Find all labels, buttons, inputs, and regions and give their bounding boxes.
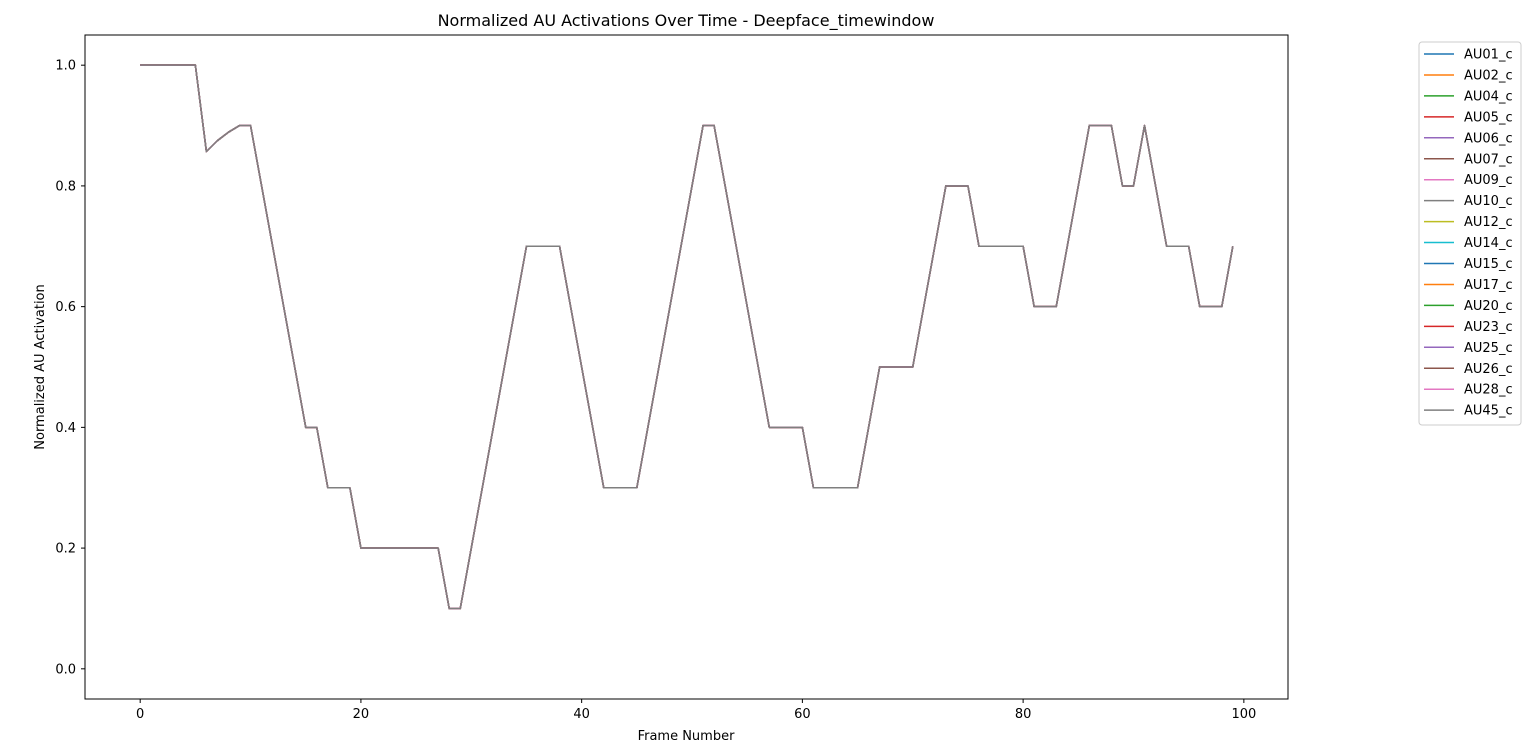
x-tick-label: 20 xyxy=(353,707,370,722)
y-axis-ticks: 0.0 0.2 0.4 0.6 0.8 1.0 xyxy=(55,59,85,677)
chart-title: Normalized AU Activations Over Time - De… xyxy=(438,11,935,31)
y-tick-label: 0.6 xyxy=(55,300,76,315)
series-line-au15-c xyxy=(140,64,1234,610)
y-tick-label: 0.8 xyxy=(55,179,76,194)
legend-label: AU20_c xyxy=(1464,299,1513,314)
y-tick-label: 1.0 xyxy=(55,59,76,74)
series-layer xyxy=(140,64,1234,610)
legend-label: AU01_c xyxy=(1464,48,1513,63)
series-line-au05-c xyxy=(140,64,1234,610)
y-axis-label: Normalized AU Activation xyxy=(33,284,48,449)
series-line-au20-c xyxy=(140,64,1234,610)
series-line-au17-c xyxy=(140,64,1234,610)
x-tick-label: 80 xyxy=(1015,707,1032,722)
x-axis-label: Frame Number xyxy=(638,729,736,744)
x-tick-label: 100 xyxy=(1231,707,1256,722)
x-tick-label: 0 xyxy=(136,707,144,722)
legend-label: AU04_c xyxy=(1464,89,1513,104)
series-line-au01-c xyxy=(140,64,1234,610)
x-axis-ticks: 0 20 40 60 80 100 xyxy=(136,699,1256,722)
series-line-au14-c xyxy=(140,64,1234,610)
legend-items: AU01_c AU02_c AU04_c AU05_c AU06_c AU07_c AU09… xyxy=(1424,48,1513,419)
legend: AU01_c AU02_c AU04_c AU05_c AU06_c AU07_c AU09… xyxy=(1418,41,1522,426)
series-line-au12-c xyxy=(140,64,1234,610)
plot-area-frame xyxy=(84,34,1289,700)
y-tick-label: 0.0 xyxy=(55,662,76,677)
legend-label: AU07_c xyxy=(1464,152,1513,167)
legend-label: AU14_c xyxy=(1464,236,1513,251)
legend-label: AU09_c xyxy=(1464,173,1513,188)
x-tick-label: 40 xyxy=(573,707,590,722)
legend-label: AU06_c xyxy=(1464,131,1513,146)
legend-label: AU10_c xyxy=(1464,194,1513,209)
series-line-au06-c xyxy=(140,64,1234,610)
series-line-au04-c xyxy=(140,64,1234,610)
legend-label: AU45_c xyxy=(1464,404,1513,419)
series-line-au26-c xyxy=(140,64,1234,610)
y-tick-label: 0.4 xyxy=(55,421,76,436)
series-line-au02-c xyxy=(140,64,1234,610)
legend-label: AU12_c xyxy=(1464,215,1513,230)
series-line-au10-c xyxy=(140,64,1234,610)
series-line-au09-c xyxy=(140,64,1234,610)
legend-label: AU02_c xyxy=(1464,68,1513,83)
legend-label: AU26_c xyxy=(1464,362,1513,377)
y-tick-label: 0.2 xyxy=(55,542,76,557)
legend-label: AU15_c xyxy=(1464,257,1513,272)
legend-label: AU25_c xyxy=(1464,341,1513,356)
series-line-au23-c xyxy=(140,64,1234,610)
x-tick-label: 60 xyxy=(794,707,811,722)
series-line-au07-c xyxy=(140,64,1234,610)
legend-label: AU23_c xyxy=(1464,320,1513,335)
legend-label: AU17_c xyxy=(1464,278,1513,293)
legend-label: AU05_c xyxy=(1464,110,1513,125)
series-line-au28-c xyxy=(140,64,1234,610)
series-line-au25-c xyxy=(140,64,1234,610)
legend-label: AU28_c xyxy=(1464,383,1513,398)
series-line-au45-c xyxy=(140,64,1234,610)
